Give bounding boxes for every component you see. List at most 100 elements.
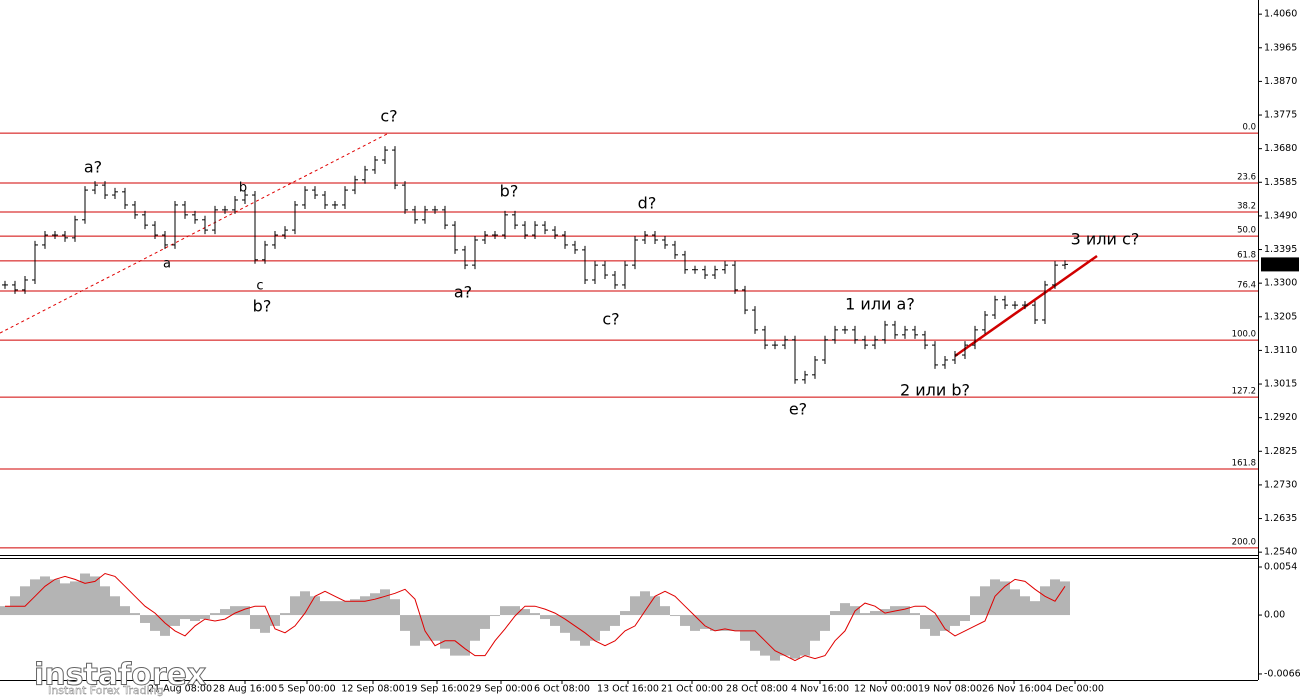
y-tick-label: 0.0054	[1264, 562, 1297, 573]
logo-tagline: Instant Forex Trading	[48, 684, 164, 697]
histogram-bar	[50, 579, 60, 616]
histogram-bar	[210, 613, 220, 616]
y-tick-label: 1.3965	[1264, 42, 1297, 53]
plot: 1.4060 1.3965 1.3870 1.3775 1.3680 1.3585 1.34…	[0, 9, 1300, 695]
histogram-bar	[260, 615, 270, 633]
histogram-bar	[20, 586, 30, 616]
histogram-bar	[570, 615, 580, 641]
level-label: 23.6	[1237, 172, 1256, 182]
wave-label: e?	[789, 400, 807, 419]
histogram-bar	[950, 615, 960, 626]
histogram-bar	[140, 615, 150, 623]
histogram-bar	[120, 606, 130, 616]
wave-label: c	[256, 279, 263, 294]
histogram-bar	[640, 591, 650, 616]
y-tick-label: 1.3015	[1264, 379, 1297, 390]
level-label: 127.2	[1232, 387, 1256, 397]
histogram-bar	[460, 615, 470, 656]
histogram-bar	[90, 576, 100, 616]
histogram-bar	[680, 615, 690, 626]
wave-label: a	[163, 257, 171, 272]
level-label: 61.8	[1237, 250, 1256, 260]
wave-label: 1 или a?	[845, 295, 915, 314]
y-tick-label: 1.3870	[1264, 76, 1297, 87]
histogram-bar	[70, 581, 80, 616]
x-tick-label: 21 Oct 00:00	[661, 684, 723, 695]
histogram-bar	[1000, 581, 1010, 616]
histogram-bar	[530, 613, 540, 616]
histogram-bar	[540, 615, 550, 620]
histogram-bar	[860, 613, 870, 616]
histogram-bar	[400, 615, 410, 631]
wave-label: c?	[380, 107, 397, 126]
histogram-bar	[230, 606, 240, 616]
x-tick-label: 29 Sep 00:00	[469, 684, 532, 695]
histogram-bar	[250, 615, 260, 629]
histogram-bar	[1030, 601, 1040, 616]
histogram-bar	[960, 615, 970, 622]
histogram-bar	[1020, 596, 1030, 616]
y-tick-label: 1.3680	[1264, 143, 1297, 154]
histogram-bar	[750, 615, 760, 651]
y-tick-label: 1.3110	[1264, 345, 1297, 356]
histogram-bar	[490, 615, 500, 617]
y-tick-label: 1.3205	[1264, 311, 1297, 322]
histogram-bar	[600, 615, 610, 631]
y-tick-label: 1.2540	[1264, 547, 1297, 558]
histogram-bar	[330, 601, 340, 616]
histogram-bar	[520, 609, 530, 616]
y-tick-label: 1.3490	[1264, 210, 1297, 221]
histogram-bar	[380, 589, 390, 616]
histogram-bar	[240, 606, 250, 616]
histogram-bar	[940, 615, 950, 631]
histogram-bar	[420, 615, 430, 641]
histogram-bar	[220, 609, 230, 616]
histogram-bar	[200, 615, 210, 620]
histogram-bar	[60, 583, 70, 616]
wave-label: d?	[638, 194, 657, 213]
histogram-bar	[300, 591, 310, 616]
histogram-bar	[150, 615, 160, 631]
histogram-bar	[630, 596, 640, 616]
histogram-bar	[710, 615, 720, 631]
histogram-bar	[900, 606, 910, 616]
histogram-bar	[290, 596, 300, 616]
histogram-bar	[910, 613, 920, 616]
histogram-bar	[590, 615, 600, 641]
histogram-bar	[1060, 581, 1070, 616]
histogram-bar	[10, 596, 20, 616]
histogram-bar	[160, 615, 170, 636]
y-tick-label: -0.00662	[1264, 668, 1300, 679]
level-label: 200.0	[1232, 537, 1256, 547]
histogram-bar	[0, 606, 10, 616]
level-label: 38.2	[1237, 202, 1256, 212]
histogram-bar	[510, 606, 520, 616]
histogram-bar	[810, 615, 820, 641]
y-tick-label: 1.2730	[1264, 479, 1297, 490]
histogram-bar	[180, 615, 190, 620]
y-tick-label: 1.4060	[1264, 9, 1297, 20]
histogram-bar	[1050, 579, 1060, 616]
histogram-bar	[690, 615, 700, 631]
histogram-bar	[880, 609, 890, 616]
y-tick-label: 1.2920	[1264, 412, 1297, 423]
histogram-bar	[30, 579, 40, 616]
histogram-bar	[40, 576, 50, 616]
y-tick-label: 1.3775	[1264, 110, 1297, 121]
histogram-bar	[760, 615, 770, 656]
x-tick-label: 28 Aug 16:00	[213, 684, 277, 695]
histogram-bar	[920, 615, 930, 629]
histogram-bar	[340, 601, 350, 616]
level-label: 50.0	[1237, 226, 1256, 236]
level-label: 161.8	[1232, 458, 1256, 468]
histogram-bar	[430, 615, 440, 641]
histogram-bar	[800, 615, 810, 656]
histogram-bar	[270, 615, 280, 626]
histogram-bar	[80, 573, 90, 616]
wave-label: a?	[84, 158, 102, 177]
histogram-bar	[700, 615, 710, 629]
histogram-bar	[470, 615, 480, 641]
level-label: 76.4	[1237, 280, 1256, 290]
